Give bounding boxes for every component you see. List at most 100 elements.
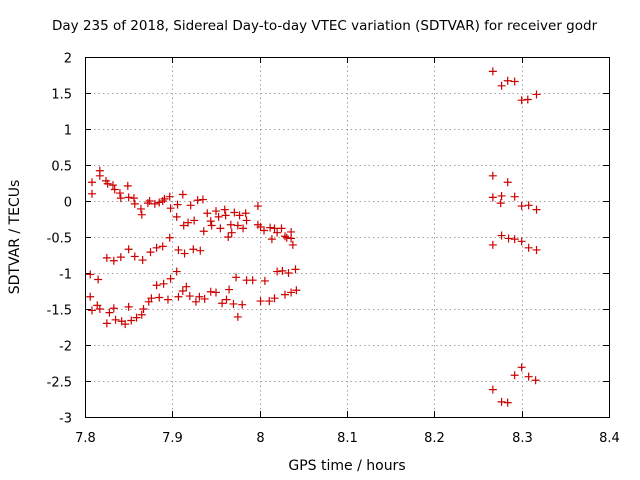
- data-point: [532, 205, 541, 214]
- data-point: [503, 398, 512, 407]
- data-point: [517, 96, 526, 105]
- x-axis-label: GPS time / hours: [288, 458, 405, 474]
- data-point: [226, 220, 235, 229]
- data-point: [174, 245, 183, 254]
- data-point: [288, 240, 297, 249]
- data-point: [235, 211, 244, 220]
- data-point: [166, 204, 175, 213]
- data-point: [116, 253, 125, 262]
- data-point: [225, 285, 234, 294]
- data-point: [270, 224, 279, 233]
- data-point: [242, 216, 251, 225]
- data-point: [191, 297, 200, 306]
- data-point: [504, 234, 513, 243]
- data-point: [517, 237, 526, 246]
- data-point: [95, 171, 104, 180]
- data-point: [266, 223, 275, 232]
- y-tick-label: -1.5: [47, 304, 72, 319]
- data-point: [145, 197, 154, 205]
- data-point: [233, 312, 242, 321]
- data-point: [216, 224, 225, 233]
- data-point: [497, 397, 506, 406]
- data-point: [273, 267, 282, 276]
- x-tick-label: 8.4: [599, 431, 620, 446]
- data-point: [206, 287, 215, 296]
- data-point: [233, 221, 242, 230]
- data-point: [260, 226, 269, 235]
- data-point: [531, 376, 540, 385]
- data-point: [214, 212, 223, 221]
- data-point: [212, 207, 220, 216]
- data-point: [241, 209, 250, 218]
- data-point: [503, 178, 512, 187]
- data-point: [158, 242, 167, 251]
- data-point: [248, 276, 257, 285]
- data-point: [291, 265, 300, 274]
- y-tick-label: -0.5: [47, 232, 72, 247]
- data-point: [130, 199, 139, 208]
- data-point: [127, 316, 136, 325]
- data-point: [292, 286, 301, 295]
- data-point: [139, 305, 148, 313]
- axis-ticks: 7.8 7.9 8 8.1 8.2 8.3 8.4 -3 -2.5 -2 -1.5 -1 -0.5 0 0.…: [47, 52, 620, 447]
- data-point: [185, 292, 194, 301]
- data-point: [105, 308, 114, 317]
- data-point: [166, 274, 175, 283]
- data-point: [189, 245, 198, 254]
- data-point: [182, 282, 191, 291]
- data-point: [173, 200, 182, 209]
- data-point: [103, 179, 112, 188]
- data-point: [152, 281, 161, 290]
- data-point: [155, 198, 164, 207]
- data-point: [152, 243, 161, 252]
- data-point: [222, 295, 231, 304]
- data-point: [488, 240, 497, 249]
- data-point: [195, 292, 204, 301]
- data-point: [124, 193, 133, 202]
- data-point: [497, 81, 506, 90]
- data-point: [86, 292, 95, 301]
- data-point: [284, 269, 293, 277]
- data-point: [488, 193, 497, 202]
- y-tick-label: -3: [59, 412, 72, 427]
- data-point: [488, 171, 497, 180]
- data-point: [510, 192, 519, 201]
- data-point: [524, 243, 533, 252]
- plot-frame: [85, 57, 610, 418]
- data-point: [221, 211, 230, 220]
- data-point: [108, 181, 117, 190]
- data-point: [488, 67, 497, 76]
- data-point: [229, 299, 238, 308]
- data-point: [260, 276, 269, 285]
- data-point: [256, 297, 265, 306]
- data-point: [532, 245, 541, 254]
- data-point: [150, 199, 159, 208]
- data-point: [146, 248, 155, 257]
- data-point: [273, 228, 282, 237]
- data-point: [102, 253, 111, 262]
- x-tick-label: 8.2: [424, 431, 445, 446]
- y-tick-label: -2: [59, 340, 72, 355]
- data-point: [87, 189, 96, 198]
- data-point: [517, 363, 526, 372]
- y-tick-label: 1: [64, 124, 72, 139]
- data-point: [147, 294, 156, 303]
- data-point: [270, 294, 279, 303]
- data-point: [230, 208, 239, 217]
- data-point: [172, 267, 181, 276]
- data-point: [155, 293, 164, 302]
- y-tick-label: -2.5: [47, 376, 72, 391]
- data-point: [253, 202, 262, 211]
- data-point: [165, 233, 174, 242]
- data-point: [256, 222, 265, 231]
- data-point: [160, 194, 169, 203]
- x-tick-label: 8.1: [337, 431, 358, 446]
- data-point: [180, 249, 189, 258]
- data-point: [109, 256, 118, 265]
- data-point: [239, 224, 248, 233]
- data-point: [212, 288, 220, 297]
- data-point: [130, 252, 139, 261]
- data-point: [196, 246, 205, 255]
- data-point: [532, 90, 541, 99]
- data-point: [138, 256, 147, 265]
